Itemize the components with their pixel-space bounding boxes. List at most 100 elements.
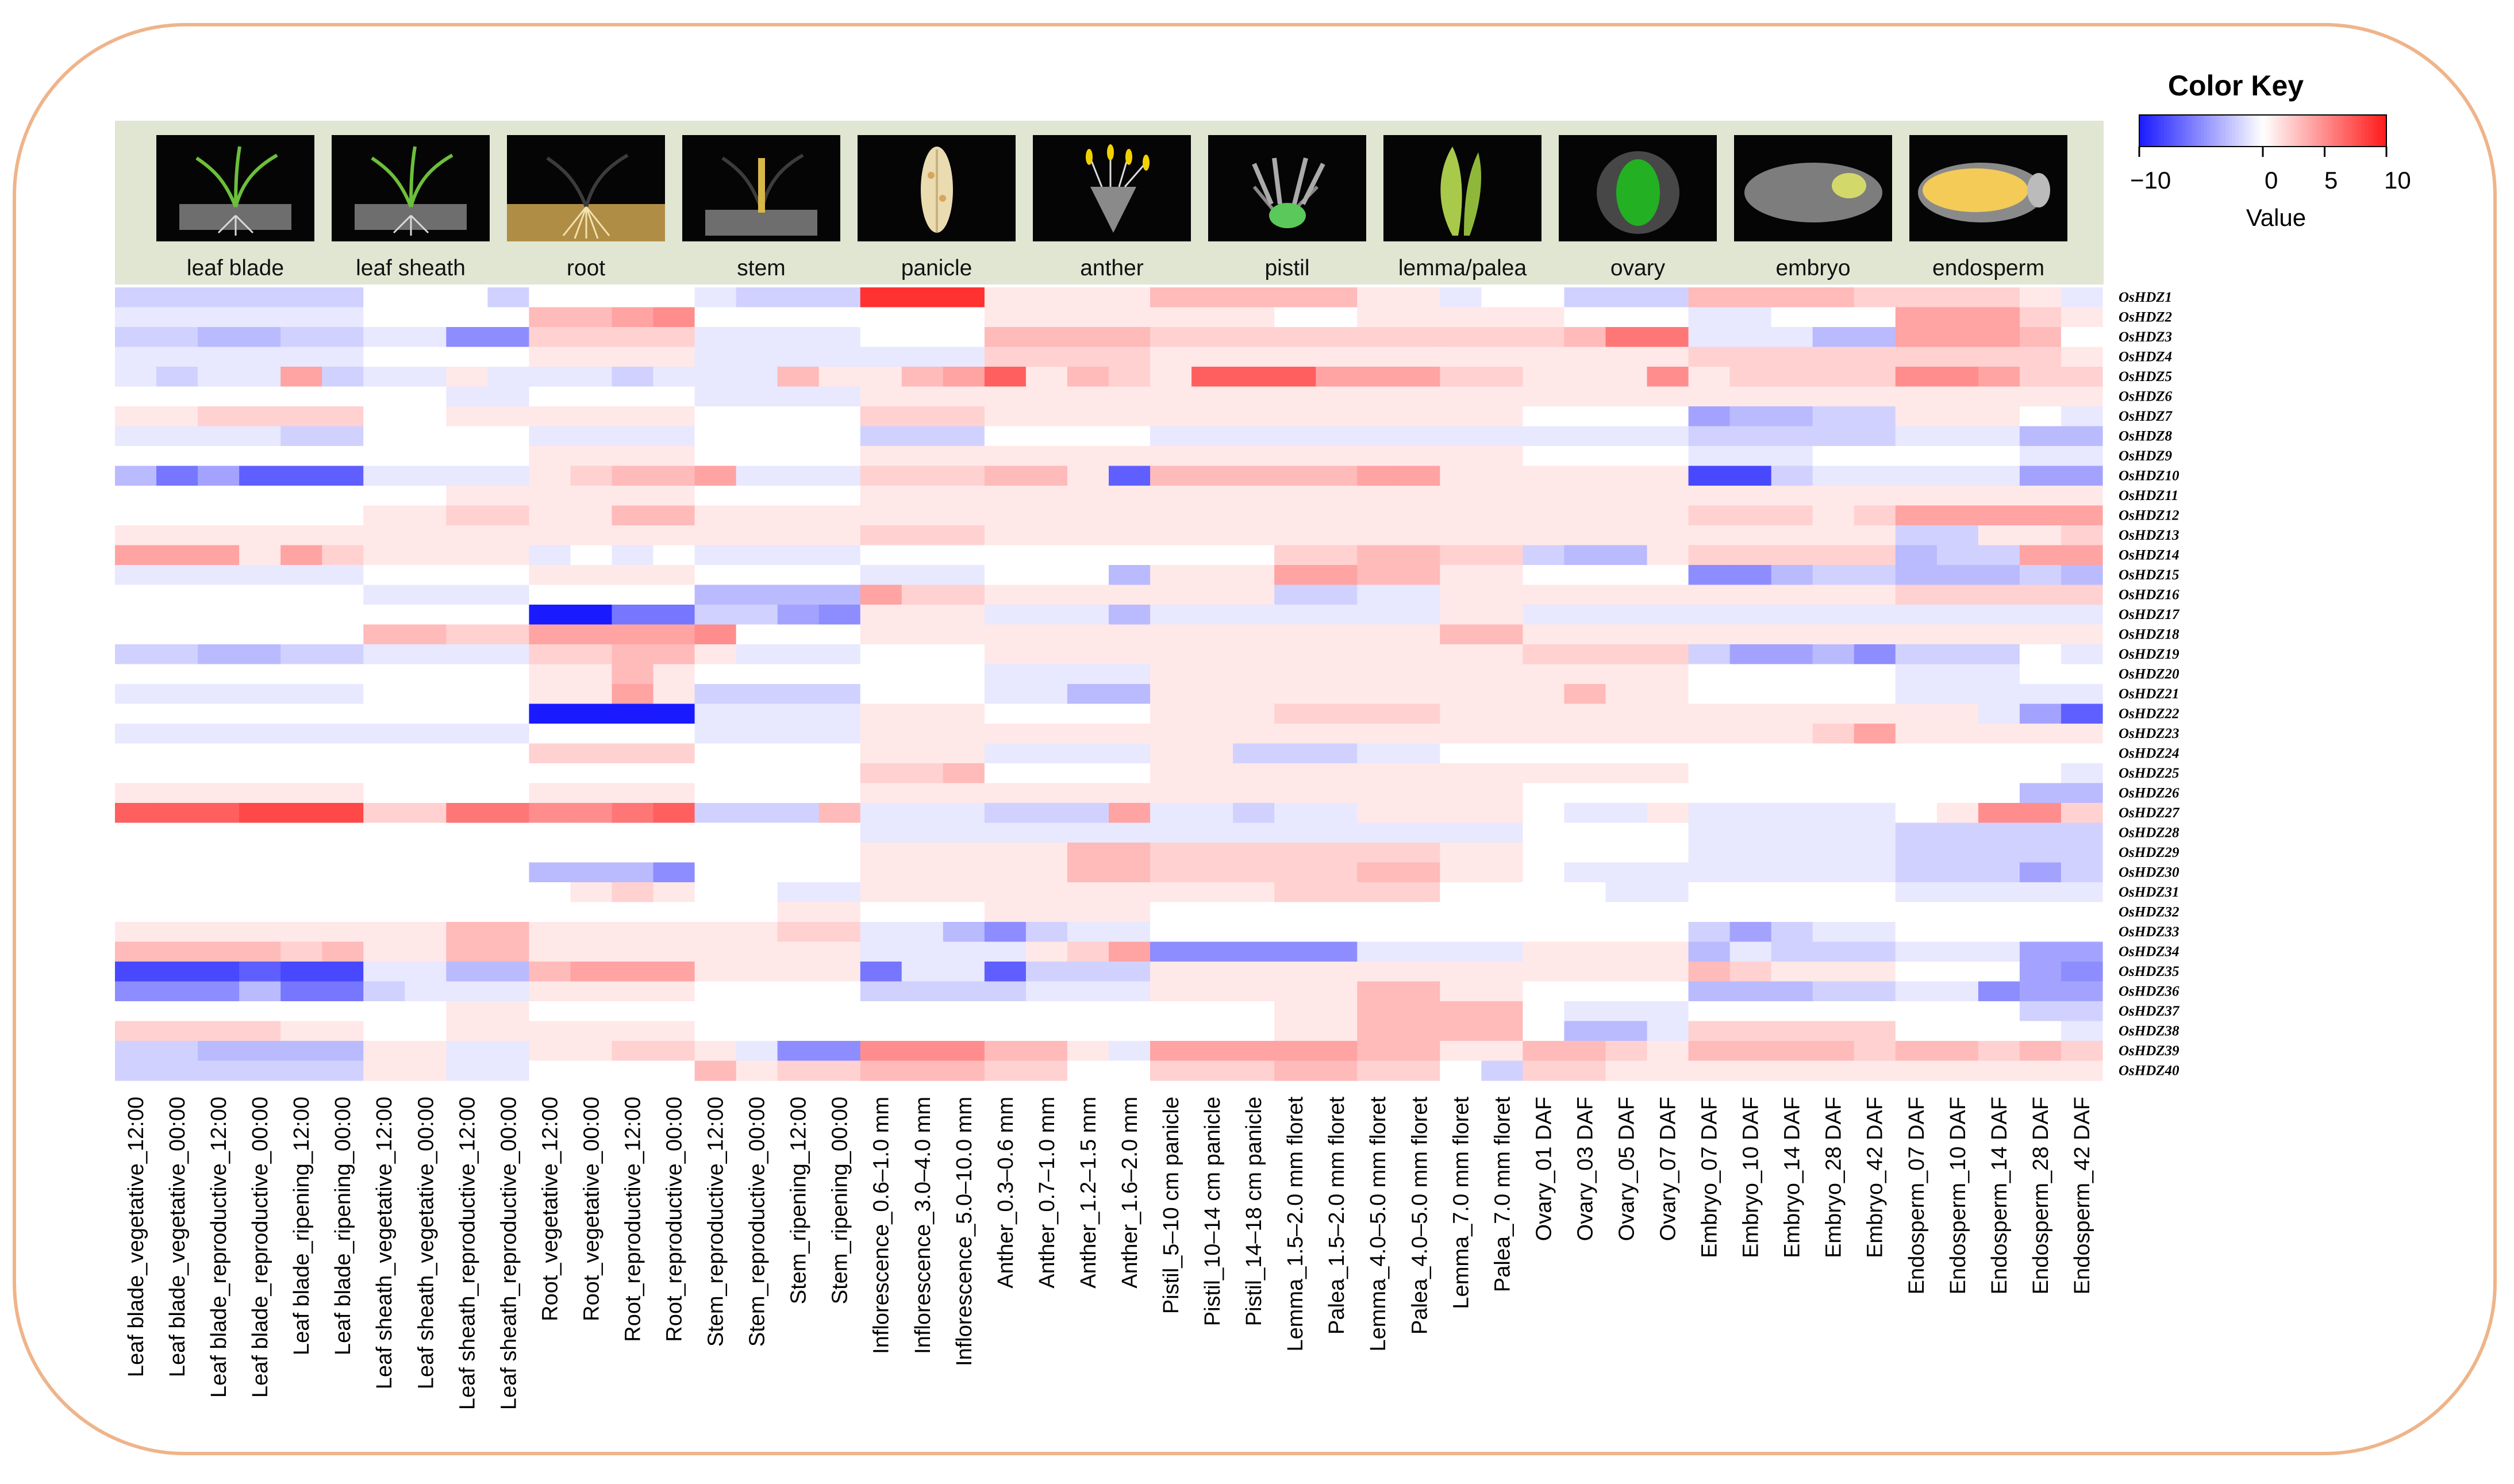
heatmap-cell [777, 1060, 820, 1081]
heatmap-cell [529, 724, 571, 744]
heatmap-cell [363, 565, 405, 586]
heatmap-cell [777, 664, 820, 685]
heatmap-cell [1895, 703, 1938, 724]
heatmap-cell [901, 941, 944, 962]
heatmap-cell [777, 466, 820, 486]
heatmap-cell [529, 981, 571, 1002]
heatmap-cell [1854, 307, 1896, 328]
heatmap-cell [363, 426, 405, 447]
heatmap-cell [322, 545, 364, 566]
heatmap-cell [1274, 644, 1316, 665]
heatmap-cell [1191, 1021, 1233, 1041]
heatmap-cell [1688, 783, 1731, 803]
heatmap-cell [2019, 426, 2062, 447]
sample-label: Inflorescence_0.6–1.0 mm [870, 1097, 894, 1354]
heatmap-cell [1605, 367, 1648, 387]
heatmap-cell [1109, 843, 1151, 863]
heatmap-cell [1398, 862, 1440, 883]
heatmap-cell [405, 684, 447, 705]
heatmap-cell [1067, 962, 1109, 982]
heatmap-cell [280, 1060, 322, 1081]
sample-label: Pistil_14–18 cm panicle [1242, 1097, 1266, 1326]
heatmap-cell [694, 703, 737, 724]
heatmap-cell [363, 922, 405, 943]
heatmap-cell [1150, 1041, 1192, 1062]
heatmap-cell [322, 684, 364, 705]
heatmap-cell [280, 327, 322, 348]
heatmap-cell [1895, 743, 1938, 764]
heatmap-cell [653, 882, 695, 903]
heatmap-cell [943, 525, 985, 546]
heatmap-cell [1109, 743, 1151, 764]
heatmap-cell [1316, 466, 1358, 486]
heatmap-cell [612, 327, 654, 348]
heatmap-cell [156, 386, 198, 407]
heatmap-cell [1564, 783, 1606, 803]
heatmap-cell [1647, 386, 1689, 407]
heatmap-cell [1729, 822, 1772, 843]
heatmap-cell [1481, 962, 1524, 982]
heatmap-cell [1936, 783, 1979, 803]
color-key-swatch [2223, 115, 2227, 147]
heatmap-cell [1067, 981, 1109, 1002]
heatmap-cell [1729, 882, 1772, 903]
heatmap-cell [1191, 1041, 1233, 1062]
heatmap-cell [529, 882, 571, 903]
color-key-swatch [2340, 115, 2344, 147]
heatmap-cell [1936, 862, 1979, 883]
heatmap-cell [694, 684, 737, 705]
heatmap-cell [1398, 545, 1440, 566]
heatmap-cell [363, 862, 405, 883]
heatmap-cell [818, 545, 861, 566]
heatmap-cell [1771, 386, 1813, 407]
heatmap-cell [1564, 624, 1606, 645]
heatmap-cell [1150, 545, 1192, 566]
heatmap-cell [736, 644, 778, 665]
heatmap-cell [1729, 327, 1772, 348]
heatmap-cell [156, 822, 198, 843]
heatmap-cell [446, 664, 488, 685]
heatmap-cell [694, 525, 737, 546]
heatmap-cell [777, 386, 820, 407]
heatmap-cell [1440, 486, 1482, 506]
heatmap-cell [239, 605, 281, 625]
heatmap-cell [1523, 1021, 1565, 1041]
heatmap-cell [529, 783, 571, 803]
heatmap-cell [1771, 743, 1813, 764]
heatmap-cell [405, 585, 447, 605]
heatmap-cell [1025, 327, 1068, 348]
heatmap-cell [653, 644, 695, 665]
heatmap-cell [1936, 605, 1979, 625]
heatmap-cell [1771, 426, 1813, 447]
heatmap-cell [280, 803, 322, 824]
heatmap-cell [1357, 962, 1399, 982]
heatmap-cell [1647, 287, 1689, 308]
heatmap-cell [818, 466, 861, 486]
heatmap-cell [1647, 327, 1689, 348]
heatmap-cell [1398, 664, 1440, 685]
heatmap-cell [1398, 1041, 1440, 1062]
heatmap-cell [529, 367, 571, 387]
color-key-swatch [2293, 115, 2297, 147]
heatmap-cell [1895, 1041, 1938, 1062]
heatmap-cell [1895, 367, 1938, 387]
heatmap-cell [984, 347, 1027, 367]
sample-label: Inflorescence_5.0–10.0 mm [952, 1097, 977, 1366]
heatmap-cell [1357, 1041, 1399, 1062]
heatmap-cell [943, 941, 985, 962]
heatmap-cell [1357, 941, 1399, 962]
heatmap-cell [1688, 922, 1731, 943]
heatmap-cell [1274, 902, 1316, 922]
heatmap-cell [1729, 902, 1772, 922]
heatmap-cell [1936, 1001, 1979, 1022]
heatmap-cell [1316, 922, 1358, 943]
heatmap-cell [1025, 486, 1068, 506]
gene-label: OsHDZ21 [2119, 686, 2179, 702]
heatmap-cell [1067, 446, 1109, 467]
heatmap-cell [1729, 605, 1772, 625]
heatmap-cell [943, 981, 985, 1002]
heatmap-cell [280, 882, 322, 903]
heatmap-cell [1605, 743, 1648, 764]
heatmap-cell [736, 327, 778, 348]
heatmap-cell [1067, 386, 1109, 407]
